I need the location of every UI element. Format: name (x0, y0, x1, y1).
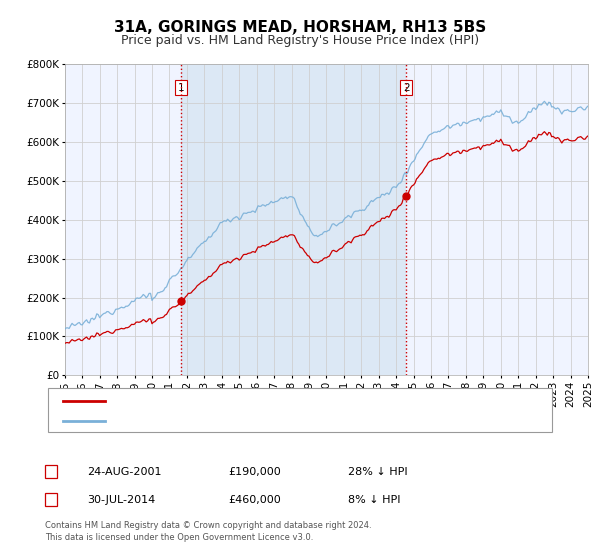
Text: This data is licensed under the Open Government Licence v3.0.: This data is licensed under the Open Gov… (45, 533, 313, 542)
Text: £190,000: £190,000 (228, 466, 281, 477)
Text: 31A, GORINGS MEAD, HORSHAM, RH13 5BS: 31A, GORINGS MEAD, HORSHAM, RH13 5BS (114, 20, 486, 35)
Text: 2: 2 (403, 83, 410, 93)
Text: 30-JUL-2014: 30-JUL-2014 (87, 494, 155, 505)
Text: 31A, GORINGS MEAD, HORSHAM, RH13 5BS (detached house): 31A, GORINGS MEAD, HORSHAM, RH13 5BS (de… (111, 396, 457, 406)
Text: 1: 1 (178, 83, 184, 93)
Text: £460,000: £460,000 (228, 494, 281, 505)
Text: 2: 2 (47, 494, 54, 505)
Text: Price paid vs. HM Land Registry's House Price Index (HPI): Price paid vs. HM Land Registry's House … (121, 34, 479, 46)
Text: 24-AUG-2001: 24-AUG-2001 (87, 466, 161, 477)
Text: 8% ↓ HPI: 8% ↓ HPI (348, 494, 401, 505)
Text: 1: 1 (47, 466, 54, 477)
Bar (181, 64, 406, 375)
Text: Contains HM Land Registry data © Crown copyright and database right 2024.: Contains HM Land Registry data © Crown c… (45, 521, 371, 530)
Text: 28% ↓ HPI: 28% ↓ HPI (348, 466, 407, 477)
Text: HPI: Average price, detached house, Horsham: HPI: Average price, detached house, Hors… (111, 416, 368, 426)
